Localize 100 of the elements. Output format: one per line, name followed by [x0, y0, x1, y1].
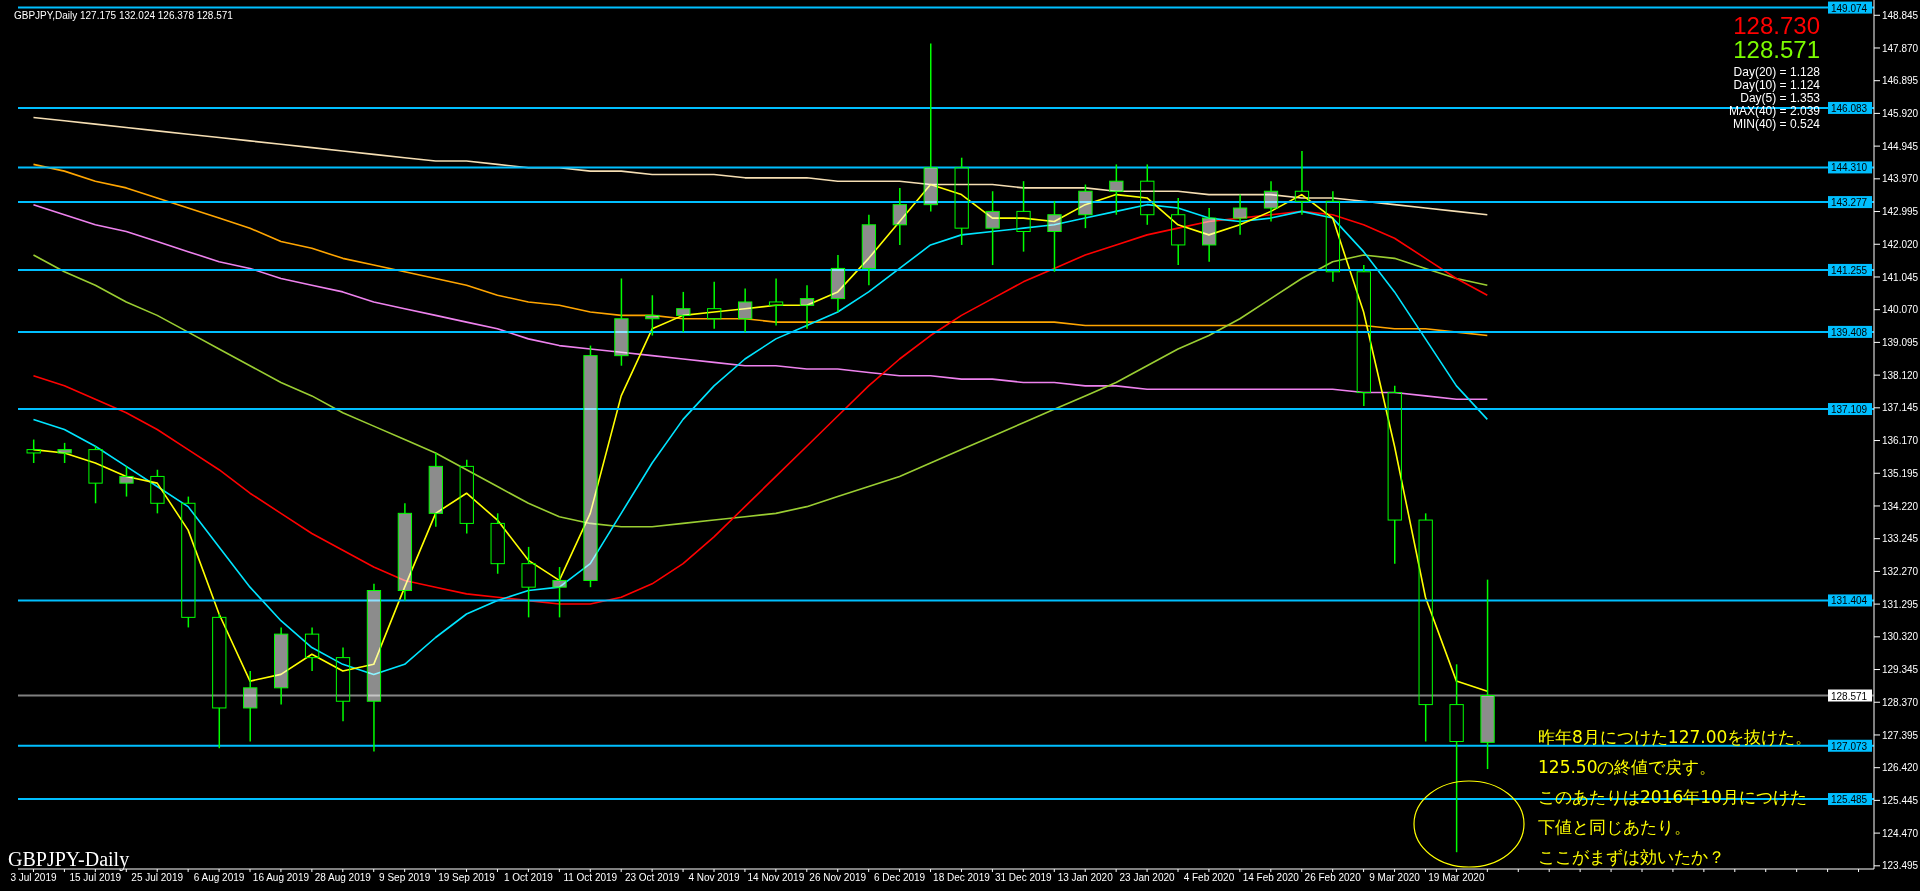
candlestick	[397, 502, 413, 602]
y-tick-label: 125.445	[1882, 794, 1919, 806]
candlestick	[799, 284, 815, 330]
x-tick-label: 18 Dec 2019	[933, 872, 991, 884]
candlestick	[892, 187, 907, 246]
annotation: MIN(40) = 0.524	[1732, 117, 1820, 131]
candlestick	[768, 277, 784, 327]
x-tick-label: 16 Aug 2019	[252, 872, 310, 884]
y-tick-label: 140.070	[1882, 304, 1919, 316]
x-tick-label: 9 Mar 2020	[1369, 872, 1421, 884]
candlestick	[861, 213, 877, 286]
candlestick	[1387, 385, 1402, 565]
y-tick-label: 127.395	[1882, 729, 1919, 741]
candlestick	[1480, 578, 1495, 770]
candlestick	[366, 583, 382, 753]
ref-line-label: 141.255	[1831, 264, 1868, 276]
x-tick-label: 13 Jan 2020	[1057, 872, 1114, 884]
candlestick	[1171, 197, 1186, 266]
line-series	[32, 163, 1489, 337]
x-tick-label: 11 Oct 2019	[563, 872, 618, 884]
candlestick	[1325, 190, 1341, 283]
y-tick-label: 144.945	[1882, 140, 1919, 152]
annotation: 昨年8月につけた127.00を抜けた。	[1538, 726, 1813, 749]
x-tick-label: 4 Feb 2020	[1183, 872, 1235, 884]
y-tick-label: 136.170	[1882, 435, 1919, 447]
candlestick	[428, 452, 443, 528]
candlestick	[707, 281, 722, 330]
x-tick-label: 4 Nov 2019	[688, 872, 741, 884]
x-tick-label: 14 Feb 2020	[1242, 872, 1300, 884]
ref-line-label: 139.408	[1831, 326, 1868, 338]
line-series	[32, 203, 1489, 401]
candlestick	[304, 626, 320, 672]
x-tick-label: 6 Dec 2019	[874, 872, 926, 884]
candlestick	[1263, 180, 1279, 223]
x-tick-label: 23 Oct 2019	[624, 872, 680, 884]
candlestick	[830, 254, 846, 313]
candlestick	[985, 190, 1000, 266]
x-tick-label: 19 Mar 2020	[1428, 872, 1485, 884]
y-tick-label: 143.970	[1882, 173, 1919, 185]
x-tick-label: 19 Sep 2019	[438, 872, 496, 884]
annotation: Day(20) = 1.128	[1732, 65, 1820, 79]
ref-line-label: 127.073	[1831, 740, 1868, 752]
y-tick-label: 133.245	[1882, 533, 1919, 545]
y-tick-label: 142.020	[1882, 238, 1919, 250]
ref-line-label: 131.404	[1831, 595, 1868, 607]
annotation: ここがまずは効いたか？	[1538, 846, 1726, 869]
ref-line-label: 137.109	[1831, 404, 1868, 416]
candlestick	[1202, 207, 1217, 263]
y-tick-label: 141.045	[1882, 271, 1919, 283]
y-tick-label: 142.995	[1882, 206, 1919, 218]
candlestick	[459, 458, 474, 535]
candlestick	[1232, 193, 1248, 236]
candlestick	[1449, 663, 1464, 853]
candlestick	[274, 626, 289, 706]
x-tick-label: 3 Jul 2019	[10, 872, 57, 884]
candlestick	[1356, 264, 1371, 407]
y-tick-label: 128.370	[1882, 696, 1919, 708]
candlestick	[1016, 180, 1031, 253]
x-tick-label: 6 Aug 2019	[193, 872, 245, 884]
x-tick-label: 1 Oct 2019	[503, 872, 554, 884]
annotation: 下値と同じあたり。	[1538, 816, 1692, 839]
line-series	[32, 116, 1489, 216]
y-tick-label: 123.495	[1882, 860, 1919, 872]
line-series	[32, 254, 1489, 528]
ref-line-label: 128.571	[1831, 690, 1868, 702]
y-tick-label: 139.095	[1882, 336, 1919, 348]
annotation: 128.730	[1732, 12, 1820, 39]
y-tick-label: 138.120	[1882, 369, 1919, 381]
y-tick-label: 134.220	[1882, 500, 1919, 512]
ref-line-label: 144.310	[1831, 162, 1868, 174]
ref-line-label: 146.083	[1831, 102, 1868, 114]
candlestick	[335, 646, 351, 723]
annotation: Day(5) = 1.353	[1740, 91, 1820, 105]
candlestick	[738, 287, 753, 333]
x-tick-label: 25 Jul 2019	[131, 872, 184, 884]
y-tick-label: 137.145	[1882, 402, 1919, 414]
ref-line-label: 125.485	[1831, 794, 1868, 806]
y-tick-label: 135.195	[1882, 467, 1919, 479]
ref-line-label: 143.277	[1831, 197, 1868, 209]
y-tick-label: 148.845	[1882, 9, 1919, 21]
x-tick-label: 14 Nov 2019	[747, 872, 805, 884]
x-tick-label: 26 Nov 2019	[809, 872, 867, 884]
x-tick-label: 15 Jul 2019	[69, 872, 122, 884]
y-tick-label: 132.270	[1882, 565, 1919, 577]
annotation: Day(10) = 1.124	[1732, 78, 1820, 92]
x-tick-label: 23 Jan 2020	[1119, 872, 1176, 884]
y-tick-label: 124.470	[1882, 827, 1919, 839]
candlestick	[243, 670, 258, 743]
candlestick	[923, 42, 938, 213]
y-tick-label: 145.920	[1882, 107, 1919, 119]
annotation: 128.571	[1732, 36, 1820, 63]
y-tick-label: 126.420	[1882, 762, 1919, 774]
ref-line-label: 149.074	[1831, 2, 1868, 14]
y-tick-label: 146.895	[1882, 75, 1919, 87]
y-tick-label: 131.295	[1882, 598, 1919, 610]
x-tick-label: 9 Sep 2019	[379, 872, 431, 884]
x-tick-label: 31 Dec 2019	[994, 872, 1053, 884]
y-tick-label: 130.320	[1882, 631, 1919, 643]
y-tick-label: 129.345	[1882, 664, 1919, 676]
text: GBPJPY-Daily	[8, 848, 130, 871]
